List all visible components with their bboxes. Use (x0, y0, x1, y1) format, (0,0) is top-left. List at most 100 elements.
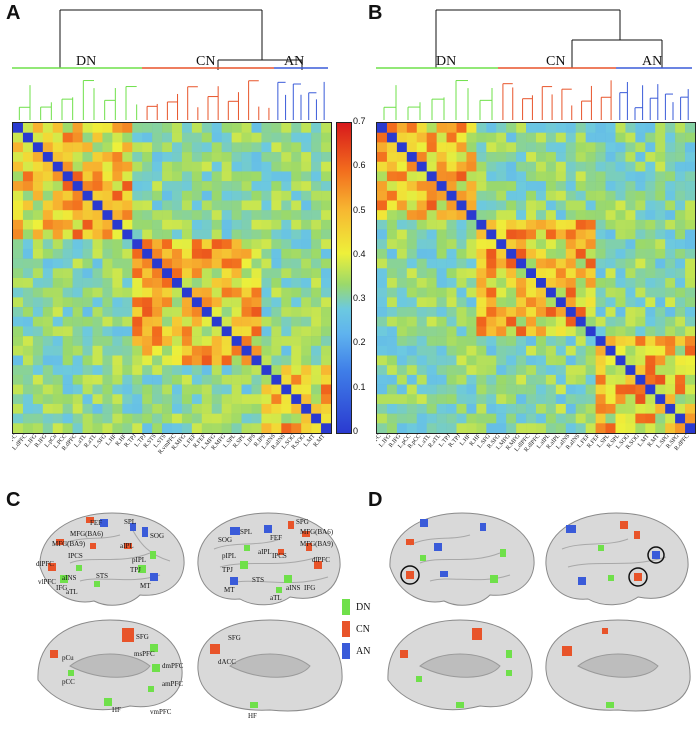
heatmap-cell (685, 161, 696, 172)
heatmap-cell (545, 384, 557, 395)
heatmap-cell (675, 345, 686, 356)
heatmap-cell (261, 365, 272, 376)
heatmap-cell (261, 132, 272, 143)
heatmap-cell (291, 336, 302, 347)
heatmap-cell (516, 384, 527, 395)
heatmap-cell (72, 278, 83, 288)
heatmap-cell (191, 374, 203, 385)
heatmap-cell (675, 413, 686, 424)
heatmap-cell (172, 239, 183, 250)
heatmap-cell (575, 403, 586, 414)
heatmap-cell (191, 123, 203, 133)
heatmap-cell (291, 413, 302, 424)
heatmap-cell (625, 132, 636, 143)
heatmap-cell (426, 239, 437, 250)
heatmap-cell (211, 229, 222, 240)
heatmap-cell (132, 423, 143, 434)
roi-label: MT (224, 586, 235, 594)
heatmap-cell (396, 307, 408, 318)
heatmap-cell (22, 268, 34, 279)
heatmap-cell (377, 142, 388, 153)
heatmap-cell (655, 190, 666, 201)
heatmap-cell (291, 248, 302, 259)
heatmap-cell (162, 365, 173, 376)
heatmap-cell (311, 142, 322, 153)
heatmap-cell (685, 190, 696, 201)
heatmap-cell (112, 181, 123, 192)
heatmap-cell (516, 403, 527, 414)
heatmap-cell (82, 336, 93, 347)
heatmap-cell (231, 161, 242, 172)
heatmap-cell (281, 258, 292, 269)
heatmap-cell (142, 326, 153, 337)
heatmap-cell (112, 336, 123, 347)
heatmap-cell (396, 239, 408, 250)
heatmap-cell (685, 423, 696, 434)
heatmap-cell (506, 239, 517, 250)
heatmap-cell (496, 423, 507, 434)
heatmap-cell (22, 142, 34, 153)
heatmap-cell (122, 336, 133, 347)
heatmap-cell (72, 181, 83, 192)
heatmap-cell (476, 190, 487, 201)
roi-label: aIPL (120, 542, 134, 550)
heatmap-cell (42, 374, 54, 385)
heatmap-cell (271, 287, 282, 298)
heatmap-cell (406, 423, 418, 434)
heatmap-cell (446, 161, 457, 172)
heatmap-cell (685, 403, 696, 414)
heatmap-cell (132, 268, 143, 279)
heatmap-cell (72, 229, 83, 240)
heatmap-cell (301, 239, 312, 250)
heatmap-cell (625, 258, 636, 269)
heatmap-cell (191, 171, 203, 182)
heatmap-cell (162, 413, 173, 424)
heatmap-cell (32, 326, 44, 337)
heatmap-cell (377, 258, 388, 269)
heatmap-cell (416, 307, 427, 318)
heatmap-cell (82, 316, 93, 327)
heatmap-cell (132, 355, 143, 366)
heatmap-cell (142, 336, 153, 347)
heatmap-cell (545, 394, 557, 405)
heatmap-cell (122, 365, 133, 376)
heatmap-cell (62, 287, 73, 298)
heatmap-cell (377, 394, 388, 405)
heatmap-cell (585, 190, 596, 201)
heatmap-cell (506, 132, 517, 143)
heatmap-cell (191, 219, 203, 230)
heatmap-cell (72, 307, 83, 318)
heatmap-cell (112, 297, 123, 308)
heatmap-cell (675, 307, 686, 318)
heatmap-cell (506, 297, 517, 308)
heatmap-cell (486, 365, 497, 376)
heatmap-cell (426, 268, 437, 279)
heatmap-cell (42, 248, 54, 259)
heatmap-cell (201, 374, 213, 385)
heatmap-cell (545, 413, 557, 424)
heatmap-cell (201, 268, 213, 279)
heatmap-cell (476, 307, 487, 318)
heatmap-cell (271, 239, 282, 250)
heatmap-cell (386, 171, 398, 182)
heatmap-cell (396, 171, 408, 182)
heatmap-cell (396, 384, 408, 395)
heatmap-cell (416, 171, 427, 182)
heatmap-cell (396, 219, 408, 230)
heatmap-cell (486, 423, 497, 434)
heatmap-cell (625, 229, 636, 240)
heatmap-cell (565, 278, 577, 288)
heatmap-cell (52, 297, 63, 308)
heatmap-cell (536, 413, 547, 424)
heatmap-cell (575, 374, 586, 385)
heatmap-cell (62, 123, 73, 133)
heatmap-cell (665, 326, 676, 337)
heatmap-cell (605, 394, 616, 405)
heatmap-cell (595, 394, 606, 405)
heatmap-cell (301, 219, 312, 230)
heatmap-cell (52, 316, 63, 327)
heatmap-cell (555, 287, 567, 298)
heatmap-cell (13, 326, 24, 337)
heatmap-cell (665, 258, 676, 269)
heatmap-cell (406, 316, 418, 327)
